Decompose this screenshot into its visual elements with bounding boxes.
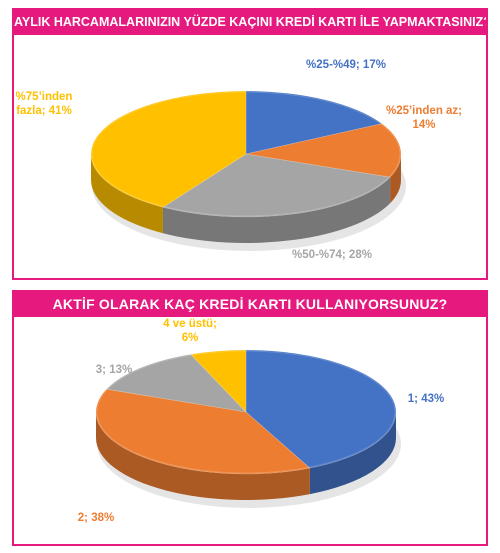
pie-side-75-inden-fazla — [91, 154, 163, 234]
chart-panel-card-count: AKTİF OLARAK KAÇ KREDİ KARTI KULLANIYORS… — [12, 290, 488, 546]
data-label-50-74: %50-%74; 28% — [292, 249, 372, 261]
pie-side-1 — [309, 412, 396, 495]
data-label-2: 2; 38% — [78, 512, 114, 524]
data-label-4-ve-st: 4 ve üstü; 6% — [163, 318, 217, 344]
pie-slice-4-ve-st — [190, 349, 247, 413]
chart-title: AKTİF OLARAK KAÇ KREDİ KARTI KULLANIYORS… — [14, 292, 486, 317]
pie-slice-50-74 — [162, 153, 391, 218]
pie-slice-1 — [245, 349, 397, 469]
pie-slice-25-49 — [245, 90, 383, 155]
data-label-1: 1; 43% — [408, 393, 444, 405]
pie-slice-75-inden-fazla — [90, 90, 247, 208]
pie-chart-card-spending: %25-%49; 17% %25’inden az; 14% %50-%74; 28%… — [16, 59, 462, 261]
pie-rim — [91, 91, 401, 217]
data-label-3: 3; 13% — [96, 364, 132, 376]
pie-side-25-inden-az — [390, 154, 401, 204]
data-label-25-49: %25-%49; 17% — [306, 59, 386, 71]
data-label-25-inden-az: %25’inden az; 14% — [386, 105, 462, 131]
pie-slice-3 — [105, 354, 247, 413]
chart-title: AYLIK HARCAMALARINIZIN YÜZDE KAÇINI KRED… — [14, 10, 486, 35]
data-label-75-inden-fazla: %75’inden fazla; 41% — [16, 91, 73, 117]
pie-side-50-74 — [162, 177, 391, 243]
pie-side-2 — [96, 412, 310, 500]
pie-slice-25-inden-az — [245, 123, 402, 178]
pie-slice-2 — [95, 388, 311, 475]
pie-rim — [96, 350, 396, 474]
pie-chart-card-count: 1; 43% 2; 38% 3; 13% 4 ve üstü; 6% — [78, 318, 444, 524]
chart-panel-card-spending: AYLIK HARCAMALARINIZIN YÜZDE KAÇINI KRED… — [12, 8, 488, 280]
